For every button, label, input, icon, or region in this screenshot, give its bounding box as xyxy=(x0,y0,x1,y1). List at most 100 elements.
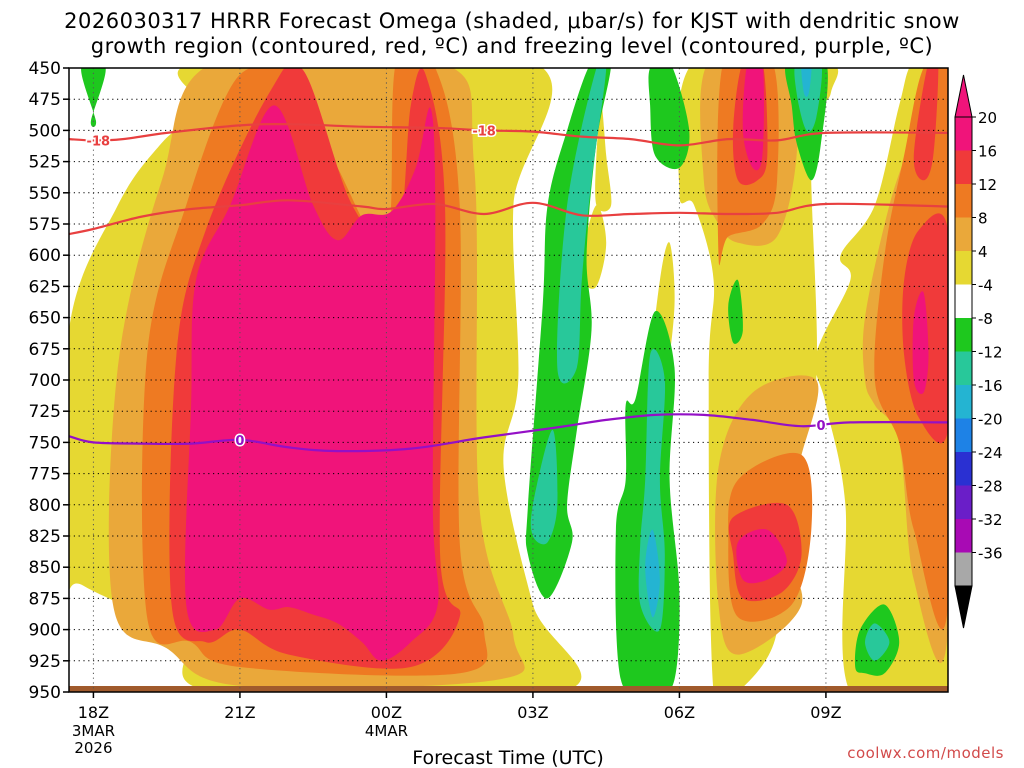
y-tick-label-475: 475 xyxy=(29,90,61,110)
omega-region-7 xyxy=(579,205,607,289)
y-tick-label-825: 825 xyxy=(29,527,61,547)
colorbar-label-0: 20 xyxy=(978,109,997,127)
y-tick-label-900: 900 xyxy=(29,621,61,641)
colorbar-frame xyxy=(954,116,973,587)
colorbar-swatch-11 xyxy=(955,485,972,519)
colorbar-label-13: -36 xyxy=(978,545,1003,563)
x-tick-sublabel-2026: 2026 xyxy=(74,739,112,757)
omega-region-9 xyxy=(595,105,612,212)
omega-region-15 xyxy=(874,68,948,630)
colorbar-swatch-9 xyxy=(955,418,972,452)
y-tick-label-600: 600 xyxy=(29,246,61,266)
site-credit: coolwx.com/models xyxy=(847,744,1004,762)
colorbar-swatch-10 xyxy=(955,452,972,486)
omega-region-6 xyxy=(815,68,948,692)
colorbar-label-4: 4 xyxy=(978,243,988,261)
colorbar-label-3: 8 xyxy=(978,210,988,228)
omega-region-1 xyxy=(108,68,525,689)
omega-region-27 xyxy=(785,68,828,181)
colorbar-swatch-13 xyxy=(955,552,972,586)
omega-region-31 xyxy=(530,429,558,545)
colorbar-swatch-12 xyxy=(955,519,972,553)
y-tick-label-575: 575 xyxy=(29,215,61,235)
colorbar-label-11: -28 xyxy=(978,478,1003,496)
x-tick-label-09Z: 09Z xyxy=(810,703,841,722)
omega-region-13 xyxy=(717,68,779,266)
colorbar-swatch-2 xyxy=(955,184,972,218)
colorbar-label-8: -16 xyxy=(978,377,1003,395)
dgz-contour-0-label-0: -18 xyxy=(87,134,111,149)
x-tick-label-00Z: 00Z xyxy=(371,703,402,722)
y-tick-label-675: 675 xyxy=(29,340,61,360)
omega-region-36 xyxy=(801,68,812,97)
omega-region-35 xyxy=(645,529,660,618)
omega-region-26 xyxy=(648,68,690,170)
temperature-contours: -18 -18 0 0 xyxy=(69,123,948,453)
omega-region-23 xyxy=(81,68,106,127)
dgz-contour-1 xyxy=(69,199,948,236)
omega-region-22 xyxy=(912,291,929,395)
y-tick-label-950: 950 xyxy=(29,683,61,703)
omega-region-21 xyxy=(736,529,787,584)
omega-region-18 xyxy=(902,213,948,444)
chart-title-line-2: growth region (contoured, red, ºC) and f… xyxy=(90,34,934,58)
colorbar-label-6: -8 xyxy=(978,310,993,328)
y-tick-label-850: 850 xyxy=(29,558,61,578)
omega-region-32 xyxy=(638,348,666,632)
omega-region-24 xyxy=(525,68,611,599)
ground-strip xyxy=(69,686,948,692)
colorbar-swatch-3 xyxy=(955,217,972,251)
colorbar-swatch-1 xyxy=(955,150,972,184)
omega-region-14 xyxy=(728,452,813,622)
omega-region-25 xyxy=(615,311,680,692)
omega-region-28 xyxy=(728,279,744,344)
colorbar-label-1: 16 xyxy=(978,143,997,161)
colorbar-label-2: 12 xyxy=(978,176,997,194)
omega-region-12 xyxy=(862,68,948,663)
colorbar-label-5: -4 xyxy=(978,277,993,295)
colorbar-swatch-7 xyxy=(955,351,972,385)
colorbar-swatch-5 xyxy=(955,284,972,318)
y-tick-label-625: 625 xyxy=(29,277,61,297)
plot-background xyxy=(69,68,948,692)
omega-shading xyxy=(69,68,948,692)
y-tick-label-550: 550 xyxy=(29,184,61,204)
y-tick-label-525: 525 xyxy=(29,153,61,173)
colorbar-top-arrow xyxy=(954,74,973,118)
omega-region-29 xyxy=(854,604,900,676)
y-tick-label-750: 750 xyxy=(29,433,61,453)
y-axis: 450 475 500 525 550 575 600 625 650 675 700 725 750 7… xyxy=(29,59,69,703)
x-tick-sublabel-3MAR: 3MAR xyxy=(72,722,115,740)
grid-lines xyxy=(69,68,948,692)
y-tick-label-500: 500 xyxy=(29,121,61,141)
freezing-level-contour xyxy=(69,413,948,453)
omega-region-11 xyxy=(700,68,801,246)
x-tick-label-18Z: 18Z xyxy=(78,703,109,722)
colorbar: 20 16 12 8 4 -4 -8 -12 -16 -20 -24 -28 -32 -36 xyxy=(954,74,1003,629)
colorbar-swatch-4 xyxy=(955,251,972,285)
x-tick-label-03Z: 03Z xyxy=(517,703,548,722)
y-tick-label-875: 875 xyxy=(29,589,61,609)
colorbar-label-12: -32 xyxy=(978,511,1003,529)
chart-title-line-1: 2026030317 HRRR Forecast Omega (shaded, … xyxy=(64,9,960,33)
colorbar-label-9: -20 xyxy=(978,411,1003,429)
x-tick-sublabel-4MAR: 4MAR xyxy=(365,722,408,740)
omega-region-4 xyxy=(184,105,439,661)
omega-region-17 xyxy=(728,502,802,602)
y-tick-label-925: 925 xyxy=(29,652,61,672)
y-tick-label-450: 450 xyxy=(29,59,61,79)
y-tick-label-800: 800 xyxy=(29,496,61,516)
omega-region-10 xyxy=(715,375,819,655)
omega-region-34 xyxy=(865,623,890,661)
y-tick-label-725: 725 xyxy=(29,402,61,422)
colorbar-swatch-0 xyxy=(955,117,972,151)
y-tick-label-700: 700 xyxy=(29,371,61,391)
colorbar-swatch-6 xyxy=(955,318,972,352)
omega-region-8 xyxy=(650,242,675,391)
freezing-level-contour-label-0: 0 xyxy=(235,434,244,449)
x-tick-label-06Z: 06Z xyxy=(664,703,695,722)
colorbar-bottom-arrow xyxy=(954,585,973,629)
